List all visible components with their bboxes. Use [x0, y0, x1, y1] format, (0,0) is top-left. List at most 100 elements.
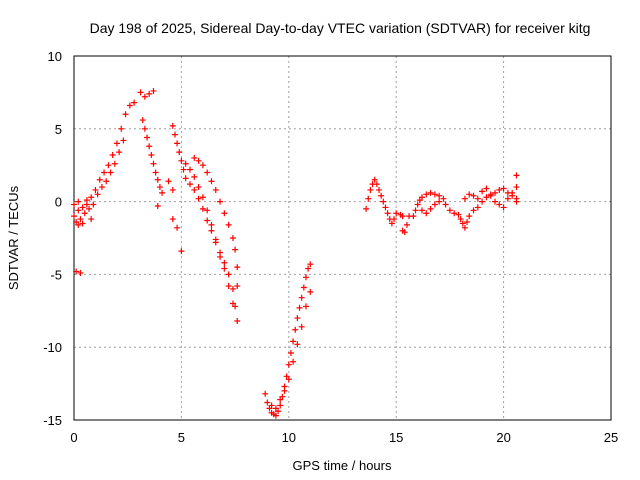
data-point	[75, 207, 82, 214]
data-point	[217, 198, 224, 205]
data-point	[191, 186, 198, 193]
data-point	[300, 284, 307, 291]
data-point	[500, 204, 507, 211]
x-tick-label: 25	[604, 430, 618, 445]
data-point	[79, 204, 86, 211]
series-arc-13-15h	[363, 176, 413, 236]
data-point	[464, 218, 471, 225]
series-arc-15-18h	[410, 189, 447, 220]
y-tick-label: -10	[43, 340, 62, 355]
data-point	[474, 204, 481, 211]
data-point	[191, 154, 198, 161]
data-point	[479, 188, 486, 195]
data-point	[384, 210, 391, 217]
data-point	[144, 134, 151, 141]
data-point	[399, 213, 406, 220]
data-point	[451, 210, 458, 217]
data-point	[298, 323, 305, 330]
data-point	[178, 157, 185, 164]
x-axis-label: GPS time / hours	[293, 458, 392, 473]
data-point	[212, 186, 219, 193]
data-point	[262, 390, 269, 397]
data-point	[137, 89, 144, 96]
data-point	[92, 186, 99, 193]
data-point	[221, 259, 228, 266]
y-axis: -15 -10 -5 0 5 10	[43, 49, 62, 428]
data-point	[414, 201, 421, 208]
data-point	[204, 169, 211, 176]
data-point	[186, 181, 193, 188]
data-point	[307, 261, 314, 268]
data-point	[88, 194, 95, 201]
data-point	[146, 90, 153, 97]
data-point	[302, 303, 309, 310]
data-point	[195, 195, 202, 202]
data-point	[221, 210, 228, 217]
data-point	[182, 175, 189, 182]
data-point	[77, 269, 84, 276]
data-point	[165, 178, 172, 185]
data-point	[234, 317, 241, 324]
data-point	[504, 195, 511, 202]
data-point	[457, 216, 464, 223]
data-point	[199, 162, 206, 169]
data-point	[442, 201, 449, 208]
data-point	[113, 140, 120, 147]
data-point	[410, 213, 417, 220]
data-point	[492, 189, 499, 196]
data-point	[380, 198, 387, 205]
data-point	[73, 268, 80, 275]
x-axis: 0 5 10 15 20 25	[70, 430, 618, 445]
plot-frame	[73, 55, 612, 421]
y-tick-label: 0	[55, 195, 62, 210]
data-point	[412, 207, 419, 214]
data-point	[148, 152, 155, 159]
x-tick-label: 0	[70, 430, 77, 445]
x-tick-label: 20	[496, 430, 510, 445]
data-point	[391, 216, 398, 223]
data-point	[71, 213, 77, 220]
data-point	[212, 236, 219, 243]
data-point	[272, 412, 279, 419]
series-arc-5-7h-b	[191, 154, 241, 290]
data-point	[169, 122, 176, 129]
chart-title: Day 198 of 2025, Sidereal Day-to-day VTE…	[90, 20, 591, 36]
y-tick-label: 10	[48, 49, 62, 64]
data-marks	[71, 87, 520, 419]
x-tick-label: 5	[178, 430, 185, 445]
series-arc-3h	[137, 87, 166, 209]
grid	[74, 56, 611, 420]
data-point	[466, 191, 473, 198]
data-point	[298, 294, 305, 301]
data-point	[290, 358, 297, 365]
series-arc-9-11h-b	[268, 288, 314, 412]
data-point	[225, 283, 232, 290]
data-point	[71, 201, 77, 208]
series-arc-4-5h	[165, 122, 189, 255]
data-point	[199, 205, 206, 212]
data-point	[492, 198, 499, 205]
data-point	[150, 160, 157, 167]
data-point	[195, 157, 202, 164]
data-point	[479, 198, 486, 205]
data-point	[75, 198, 82, 205]
data-point	[268, 402, 275, 409]
data-point	[509, 189, 516, 196]
data-point	[81, 210, 88, 217]
data-point	[455, 211, 462, 218]
data-point	[217, 253, 224, 260]
data-point	[120, 137, 127, 144]
data-point	[302, 274, 309, 281]
data-point	[83, 197, 90, 204]
data-point	[171, 131, 178, 138]
data-point	[285, 376, 292, 383]
data-point	[105, 162, 112, 169]
data-point	[232, 246, 239, 253]
data-point	[292, 326, 299, 333]
data-point	[466, 213, 473, 220]
data-point	[111, 160, 118, 167]
data-point	[294, 341, 301, 348]
series-arc-5-7h-a	[186, 181, 241, 324]
